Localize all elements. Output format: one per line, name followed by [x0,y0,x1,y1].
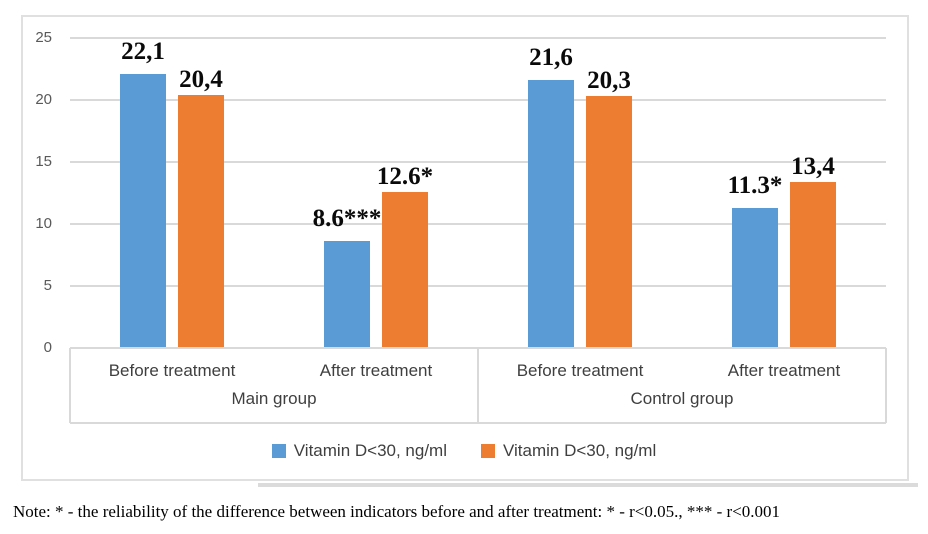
frame-shadow [258,483,918,487]
bar-value-label: 20,4 [179,65,223,93]
category-label: Before treatment [108,361,236,380]
bar-value-label: 12.6* [376,162,434,190]
legend-item-blue: Vitamin D<30, ng/ml [271,441,447,461]
y-axis-tick-label: 10 [35,214,52,232]
category-label: After treatment [319,361,433,380]
bar-orange-4 [790,181,836,348]
bar-value-label: 20,3 [587,67,631,95]
category-axis-bottom-line [70,422,886,424]
y-axis-tick-label: 20 [35,90,52,108]
gridline [70,160,886,163]
gridline [70,98,886,101]
category-label: Before treatment [516,361,644,380]
bar-value-label: 13,4 [791,152,835,180]
group-label: Control group [630,389,734,408]
group-label: Main group [231,389,317,408]
legend-item-orange: Vitamin D<30, ng/ml [481,441,656,461]
bar-blue-2 [324,241,370,348]
gridline [70,222,886,225]
bar-value-label: 22,1 [121,37,165,65]
bar-blue-3 [528,80,574,348]
gridline [70,37,886,39]
legend-label: Vitamin D<30, ng/ml [293,441,447,460]
bar-blue-1 [120,73,166,348]
category-label: After treatment [727,361,841,380]
bar-value-label: 8.6*** [312,205,382,233]
y-axis-tick-label: 5 [43,276,52,294]
bar-value-label: 11.3* [727,171,783,199]
y-axis-tick-label: 25 [35,29,52,46]
y-axis-tick-label: 15 [35,152,52,170]
category-divider-line [885,347,887,423]
note-text: Note: * - the reliability of the differe… [13,502,781,521]
legend-swatch-icon [271,444,286,458]
category-divider-line [69,347,71,423]
bar-blue-4 [732,207,778,348]
category-divider-line [477,347,479,423]
bar-orange-2 [382,191,428,348]
legend-label: Vitamin D<30, ng/ml [503,441,657,460]
bar-orange-3 [586,96,632,348]
y-axis-tick-label: 0 [43,338,52,356]
legend-swatch-icon [481,444,495,458]
legend: Vitamin D<30, ng/ml Vitamin D<30, ng/ml [0,441,928,461]
gridline [70,284,886,287]
bar-value-label: 21,6 [529,44,573,72]
bar-orange-1 [178,94,224,348]
